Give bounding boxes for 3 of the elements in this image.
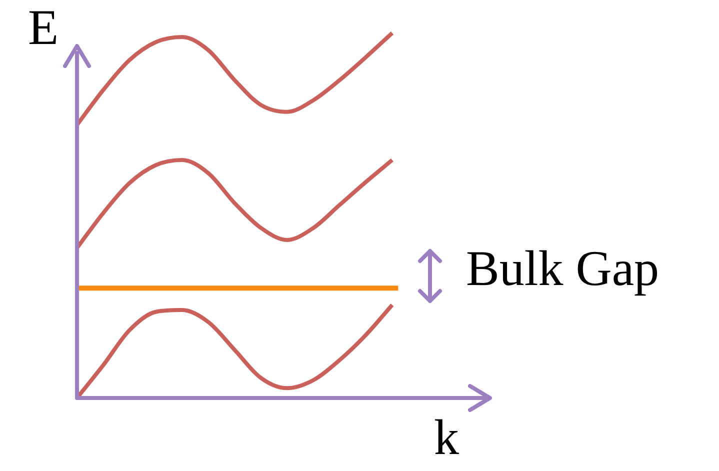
annotation: Bulk Gap — [466, 240, 660, 296]
x-axis-title: k — [434, 409, 459, 465]
y-axis-title: E — [28, 0, 59, 55]
